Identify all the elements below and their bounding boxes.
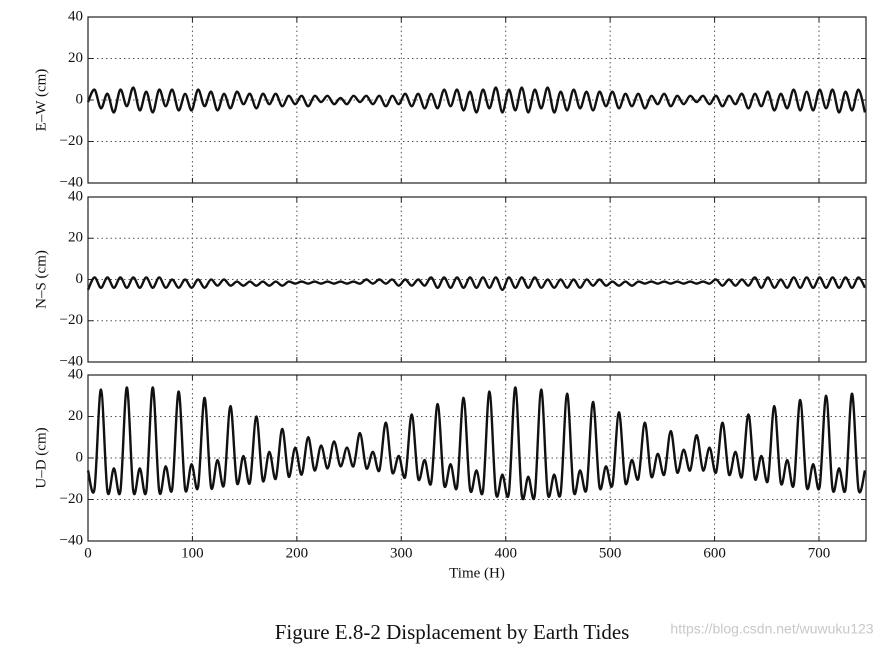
watermark: https://blog.csdn.net/wuwuku123 xyxy=(670,621,873,637)
y-axis-label: E–W (cm) xyxy=(33,69,49,132)
y-tick-label: −40 xyxy=(60,532,83,548)
y-tick-label: 40 xyxy=(68,8,83,24)
y-tick-label: 0 xyxy=(76,91,84,107)
x-tick-label: 300 xyxy=(390,545,413,561)
y-tick-label: 20 xyxy=(68,408,83,424)
y-tick-label: 20 xyxy=(68,50,83,66)
y-tick-label: −20 xyxy=(60,133,83,149)
x-tick-label: 600 xyxy=(703,545,726,561)
y-tick-label: 20 xyxy=(68,230,83,246)
y-tick-label: 40 xyxy=(68,366,83,382)
y-axis-label: N–S (cm) xyxy=(33,250,49,309)
y-tick-label: −40 xyxy=(60,174,83,190)
x-tick-label: 100 xyxy=(181,545,204,561)
plot-frame xyxy=(87,196,867,363)
data-line xyxy=(86,86,867,114)
caption: Figure E.8-2 Displacement by Earth Tides xyxy=(275,620,630,644)
x-tick-label: 500 xyxy=(599,545,622,561)
y-tick-label: −20 xyxy=(60,491,83,507)
data-line xyxy=(86,386,867,501)
panel: −40 −20 0 20 40 E–W (cm) xyxy=(33,8,867,190)
x-tick-label: 0 xyxy=(84,545,92,561)
x-tick-label: 200 xyxy=(286,545,309,561)
x-tick-label: 700 xyxy=(808,545,831,561)
plot-frame xyxy=(87,16,867,184)
data-line xyxy=(86,276,867,292)
y-tick-label: −40 xyxy=(60,353,83,369)
y-tick-label: −20 xyxy=(60,312,83,328)
y-tick-label: 40 xyxy=(68,188,83,204)
x-axis-label: Time (H) xyxy=(449,565,505,581)
y-axis-label: U–D (cm) xyxy=(33,427,49,488)
x-tick-label: 400 xyxy=(494,545,517,561)
panel: −40 −20 0 20 40 N–S (cm) xyxy=(33,188,867,369)
y-tick-label: 0 xyxy=(76,271,84,287)
plot-frame xyxy=(87,374,867,542)
y-tick-label: 0 xyxy=(76,449,84,465)
